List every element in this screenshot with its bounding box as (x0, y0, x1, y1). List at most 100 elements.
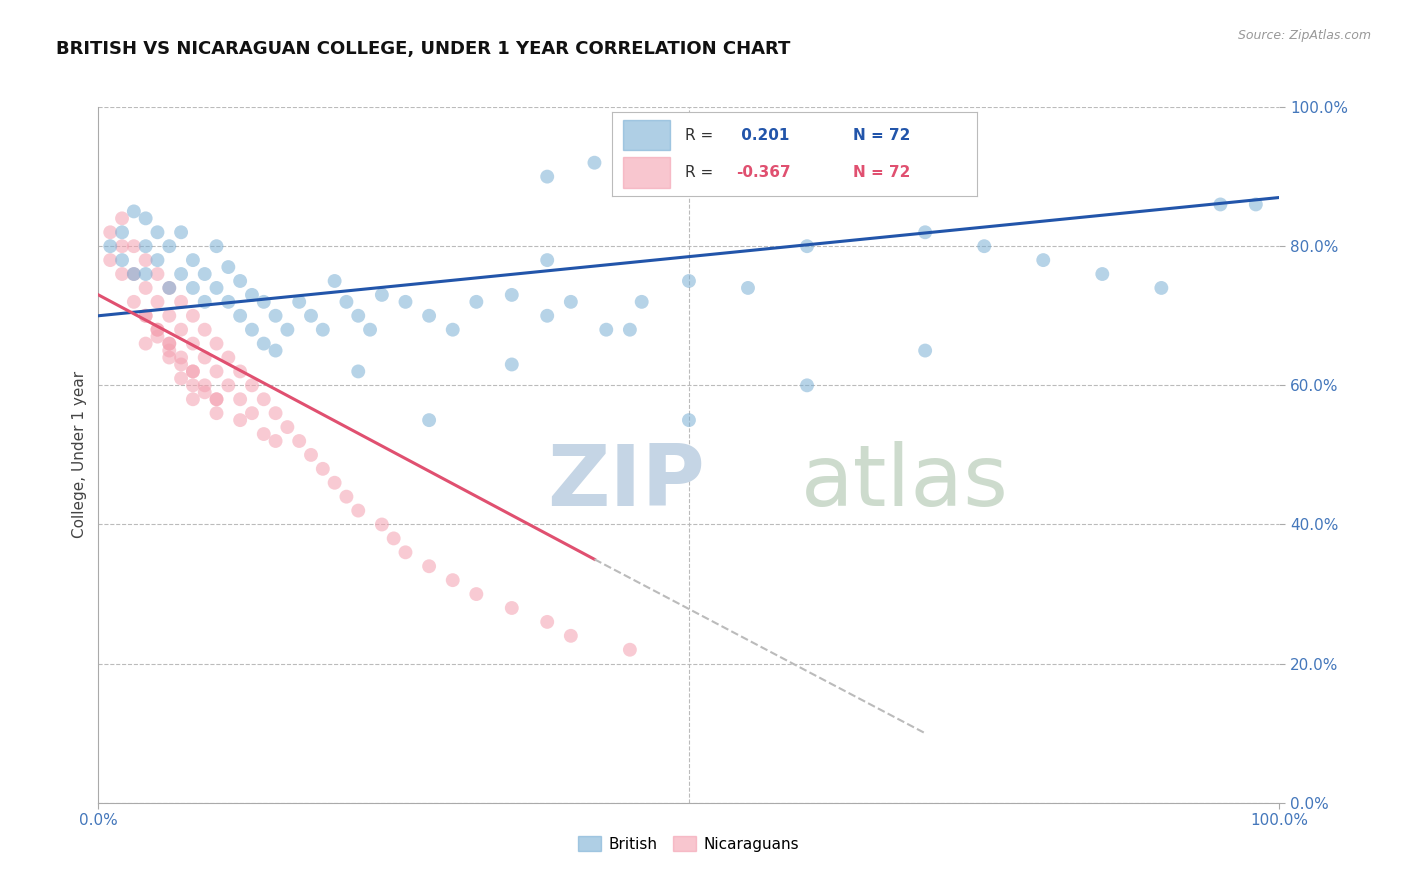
Point (253, 392, 276, 407)
Text: N = 72: N = 72 (853, 165, 910, 180)
Point (181, 309, 204, 323)
Point (229, 413, 252, 427)
Point (678, 413, 700, 427)
Y-axis label: College, Under 1 year: College, Under 1 year (72, 371, 87, 539)
Point (157, 336, 180, 351)
Point (229, 309, 252, 323)
Point (194, 323, 217, 337)
Legend: British, Nicaraguans: British, Nicaraguans (572, 830, 806, 858)
Point (501, 601, 523, 615)
Point (194, 351, 217, 365)
Point (240, 323, 263, 337)
Point (135, 211, 157, 226)
Point (217, 378, 239, 392)
Bar (623, 157, 671, 188)
Point (536, 253, 558, 268)
Point (122, 239, 145, 253)
Point (146, 329, 169, 343)
Point (288, 294, 311, 309)
Point (335, 490, 357, 504)
Point (264, 309, 287, 323)
Point (98, 253, 121, 268)
Text: R =: R = (685, 128, 713, 143)
Text: R =: R = (685, 165, 713, 180)
Point (170, 351, 193, 365)
Point (240, 378, 263, 392)
Point (312, 323, 335, 337)
Point (418, 413, 440, 427)
Point (157, 309, 180, 323)
Point (855, 135, 877, 149)
Point (619, 323, 641, 337)
Point (205, 239, 228, 253)
Point (135, 309, 157, 323)
Point (217, 351, 239, 365)
Point (111, 211, 134, 226)
Point (170, 371, 193, 385)
Point (111, 267, 134, 281)
Point (536, 615, 558, 629)
Point (205, 392, 228, 407)
Point (157, 239, 180, 253)
Point (240, 288, 263, 302)
Point (135, 336, 157, 351)
Point (501, 288, 523, 302)
Point (217, 260, 239, 274)
Point (229, 364, 252, 378)
Point (98, 225, 121, 239)
Point (194, 294, 217, 309)
Point (359, 323, 381, 337)
Point (465, 294, 488, 309)
Point (264, 434, 287, 448)
Text: -0.367: -0.367 (735, 165, 790, 180)
Point (194, 385, 217, 400)
Point (264, 406, 287, 420)
Point (217, 294, 239, 309)
Point (371, 288, 394, 302)
Point (276, 323, 298, 337)
Point (194, 267, 217, 281)
Point (288, 434, 311, 448)
Point (135, 267, 157, 281)
Point (135, 309, 157, 323)
Text: Source: ZipAtlas.com: Source: ZipAtlas.com (1237, 29, 1371, 42)
Point (181, 336, 204, 351)
Point (253, 427, 276, 442)
Point (157, 343, 180, 358)
Point (299, 309, 322, 323)
Point (678, 274, 700, 288)
Point (229, 392, 252, 407)
Point (299, 448, 322, 462)
Point (205, 364, 228, 378)
Point (323, 274, 346, 288)
Point (595, 323, 617, 337)
Point (146, 294, 169, 309)
Point (170, 323, 193, 337)
Point (914, 225, 936, 239)
Point (146, 323, 169, 337)
Point (560, 629, 582, 643)
Point (157, 351, 180, 365)
Point (1150, 281, 1173, 295)
Point (678, 142, 700, 156)
Point (146, 323, 169, 337)
Point (441, 573, 464, 587)
Point (583, 155, 606, 169)
Point (1209, 197, 1232, 211)
Point (536, 169, 558, 184)
Point (111, 239, 134, 253)
Point (253, 294, 276, 309)
Point (170, 267, 193, 281)
Point (240, 406, 263, 420)
Point (335, 294, 357, 309)
Point (441, 323, 464, 337)
Point (135, 253, 157, 268)
Point (371, 517, 394, 532)
Text: N = 72: N = 72 (853, 128, 910, 143)
Point (194, 378, 217, 392)
Point (394, 545, 416, 559)
Point (122, 267, 145, 281)
Point (146, 225, 169, 239)
Point (323, 475, 346, 490)
Point (560, 294, 582, 309)
